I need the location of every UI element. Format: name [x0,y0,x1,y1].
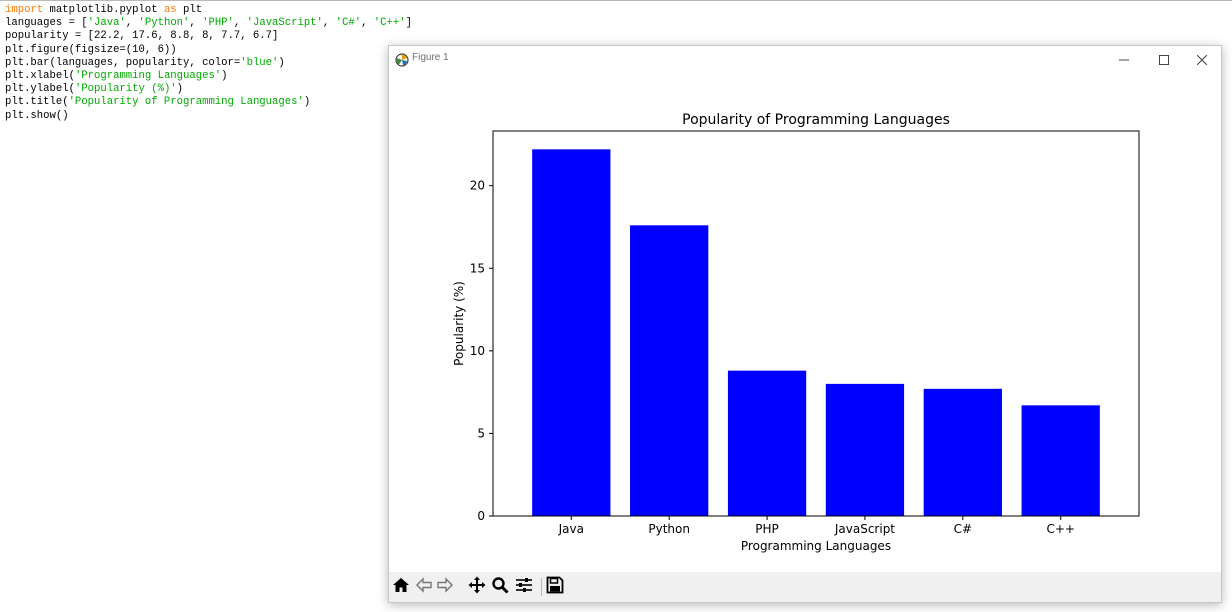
code-line: plt.title('Popularity of Programming Lan… [5,96,412,109]
back-button[interactable] [413,576,435,598]
maximize-icon [1159,50,1169,69]
back-arrow-icon [415,576,433,598]
toolbar-separator [541,578,542,596]
y-axis-label: Popularity (%) [452,281,466,366]
chart-title: Popularity of Programming Languages [682,112,950,128]
code-line: languages = ['Java', 'Python', 'PHP', 'J… [5,17,412,30]
code-token: matplotlib.pyplot [43,4,164,16]
code-token: plt [176,4,203,16]
configure-subplots-icon [515,576,533,598]
y-tick-label: 5 [477,426,485,440]
bar-chart: Java Python PHP JavaScript C# C++ 0 5 10 15 20 Popu… [452,112,1140,553]
code-token: languages = [ [5,17,88,30]
x-tick-label: C++ [1046,522,1075,536]
minimize-button[interactable] [1104,46,1144,72]
zoom-icon [491,576,509,598]
code-token: plt.figure(figsize=(10, 6)) [5,43,177,56]
code-string: 'C#' [335,17,362,30]
code-string: 'Popularity of Programming Languages' [68,96,304,109]
home-button[interactable] [390,576,412,598]
matplotlib-app-icon [395,52,409,67]
code-token: ) [176,83,184,96]
code-token: ] [405,17,412,30]
bar-c [923,388,1002,516]
code-string: 'Java' [87,17,126,30]
x-tick-label: Java [558,522,584,536]
axes-frame [492,130,1140,517]
code-text[interactable]: import matplotlib.pyplot as plt languages… [5,4,412,123]
code-token: popularity = [22.2, 17.6, 8.8, 8, 7.7, 6… [5,30,279,43]
bar-c [1021,405,1100,516]
code-string: 'blue' [240,56,279,69]
code-token: plt.bar(languages, popularity, color= [5,56,241,69]
code-string: 'JavaScript' [246,17,323,30]
code-line: plt.ylabel('Popularity (%)') [5,83,412,96]
zoom-button[interactable] [489,576,511,598]
maximize-button[interactable] [1144,46,1184,72]
close-icon [1196,50,1208,69]
code-token: , [125,17,139,30]
bar-python [630,225,709,516]
code-token: , [322,17,336,30]
x-tick-label: Python [648,522,690,536]
code-token: plt.show() [5,109,69,122]
y-tick-label: 15 [470,261,485,275]
code-string: 'Python' [138,17,190,30]
figure-canvas[interactable]: Java Python PHP JavaScript C# C++ 0 5 10 15 20 Popu… [389,72,1221,572]
code-line: plt.xlabel('Programming Languages') [5,70,412,83]
forward-arrow-icon [436,576,454,598]
bar-java [532,149,611,516]
y-tick-label: 0 [477,509,485,523]
close-button[interactable] [1182,46,1222,72]
code-token: plt.title( [5,96,69,109]
code-token: ) [221,69,228,82]
code-keyword: as [163,4,177,16]
bar-php [727,370,807,516]
forward-button[interactable] [434,576,456,598]
save-icon [546,576,564,598]
title-bar[interactable]: Figure 1 [389,46,1221,72]
x-axis-label: Programming Languages [741,539,891,553]
save-button[interactable] [544,576,566,598]
configure-subplots-button[interactable] [513,576,535,598]
code-token: plt.xlabel( [5,69,75,82]
code-token: ) [278,56,285,69]
figure-window: Figure 1 Java Python PHP JavaScript C# C++ 0 5 1… [388,45,1222,603]
navigation-toolbar [389,572,1221,602]
code-token: , [189,17,203,30]
code-string: 'Popularity (%)' [74,83,177,96]
code-line: plt.bar(languages, popularity, color='bl… [5,57,412,70]
pan-icon [468,576,486,598]
code-token: plt.ylabel( [5,83,75,96]
code-token: ) [303,96,311,109]
pan-button[interactable] [466,576,488,598]
code-line: import matplotlib.pyplot as plt [5,4,412,17]
code-token: , [233,17,247,30]
code-line: popularity = [22.2, 17.6, 8.8, 8, 7.7, 6… [5,30,412,43]
code-line: plt.show() [5,110,412,123]
y-tick-label: 20 [470,179,485,193]
code-token: , [361,17,374,30]
code-keyword: import [5,4,44,16]
code-line: plt.figure(figsize=(10, 6)) [5,44,412,57]
minimize-icon [1119,50,1129,69]
window-title: Figure 1 [412,52,449,63]
code-string: 'Programming Languages' [74,69,222,82]
home-icon [392,576,410,598]
x-tick-label: PHP [755,522,779,536]
x-tick-label: C# [954,522,972,536]
bar-javascript [825,383,905,516]
code-string: 'PHP' [202,17,234,30]
y-tick-label: 10 [470,344,485,358]
code-string: 'C++' [373,17,406,30]
x-tick-label: JavaScript [834,522,895,536]
